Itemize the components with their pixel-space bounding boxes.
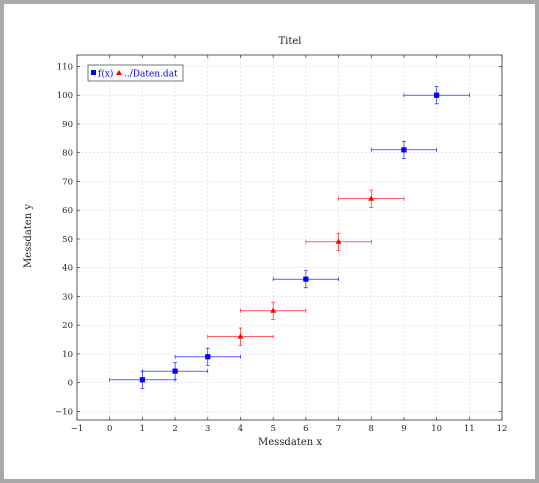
- y-tick-label: 110: [57, 62, 73, 72]
- x-tick-label: 0: [107, 424, 112, 434]
- data-point-square: [434, 92, 440, 98]
- y-tick-label: 30: [62, 292, 73, 302]
- data-point-triangle: [335, 238, 342, 244]
- y-tick-label: 0: [68, 379, 73, 389]
- y-tick-label: −10: [55, 407, 73, 417]
- legend: f(x) ../Daten.dat: [87, 64, 184, 82]
- legend-label-daten: ../Daten.dat: [124, 70, 178, 80]
- x-tick-label: 1: [140, 424, 145, 434]
- x-tick-label: 8: [369, 424, 374, 434]
- y-tick-label: 80: [62, 149, 73, 159]
- y-tick-label: 100: [57, 91, 73, 101]
- axis-ticks: −1 0 1 2 3 4 5 6 7 8 9 10 11 12−100102030405060708090…: [55, 55, 507, 434]
- y-tick-label: 60: [62, 206, 73, 216]
- data-point-square: [303, 276, 309, 282]
- legend-marker-f: [91, 70, 96, 75]
- error-bars: [109, 86, 470, 389]
- data-point-triangle: [237, 333, 244, 339]
- legend-label-f: f(x): [98, 69, 113, 80]
- data-markers: [139, 92, 440, 383]
- x-tick-label: 5: [270, 424, 275, 434]
- legend-marker-daten: [116, 70, 122, 75]
- data-point-square: [172, 368, 178, 374]
- x-tick-label: 6: [303, 424, 308, 434]
- data-point-triangle: [270, 307, 277, 313]
- data-point-square: [139, 377, 145, 383]
- chart-svg: −1 0 1 2 3 4 5 6 7 8 9 10 11 12−100102030405060708090…: [23, 36, 507, 448]
- x-tick-label: 3: [205, 424, 210, 434]
- y-axis-label: Messdaten y: [23, 204, 34, 268]
- x-tick-label: 12: [497, 424, 508, 434]
- y-tick-label: 70: [62, 177, 73, 187]
- x-tick-label: −1: [71, 424, 84, 434]
- x-axis-label: Messdaten x: [258, 437, 322, 448]
- chart-title: Titel: [278, 36, 301, 47]
- y-tick-label: 10: [62, 350, 73, 360]
- figure-window: −1 0 1 2 3 4 5 6 7 8 9 10 11 12 −10 0 10 20 30 40 50 60 70 80 90…: [4, 4, 535, 479]
- legend-box: [87, 64, 184, 82]
- y-tick-label: 90: [62, 120, 73, 130]
- y-tick-label: 40: [62, 264, 73, 274]
- data-point-triangle: [368, 195, 375, 201]
- y-tick-label: 50: [62, 235, 73, 245]
- plot-frame: [76, 54, 503, 421]
- x-tick-label: 7: [336, 424, 341, 434]
- data-point-square: [401, 147, 407, 153]
- x-tick-label: 11: [464, 424, 475, 434]
- data-point-square: [205, 354, 211, 360]
- x-tick-label: 10: [431, 424, 442, 434]
- x-tick-label: 4: [238, 424, 243, 434]
- y-tick-label: 20: [62, 321, 73, 331]
- x-tick-label: 9: [401, 424, 406, 434]
- grid: [76, 55, 503, 420]
- x-tick-label: 2: [172, 424, 177, 434]
